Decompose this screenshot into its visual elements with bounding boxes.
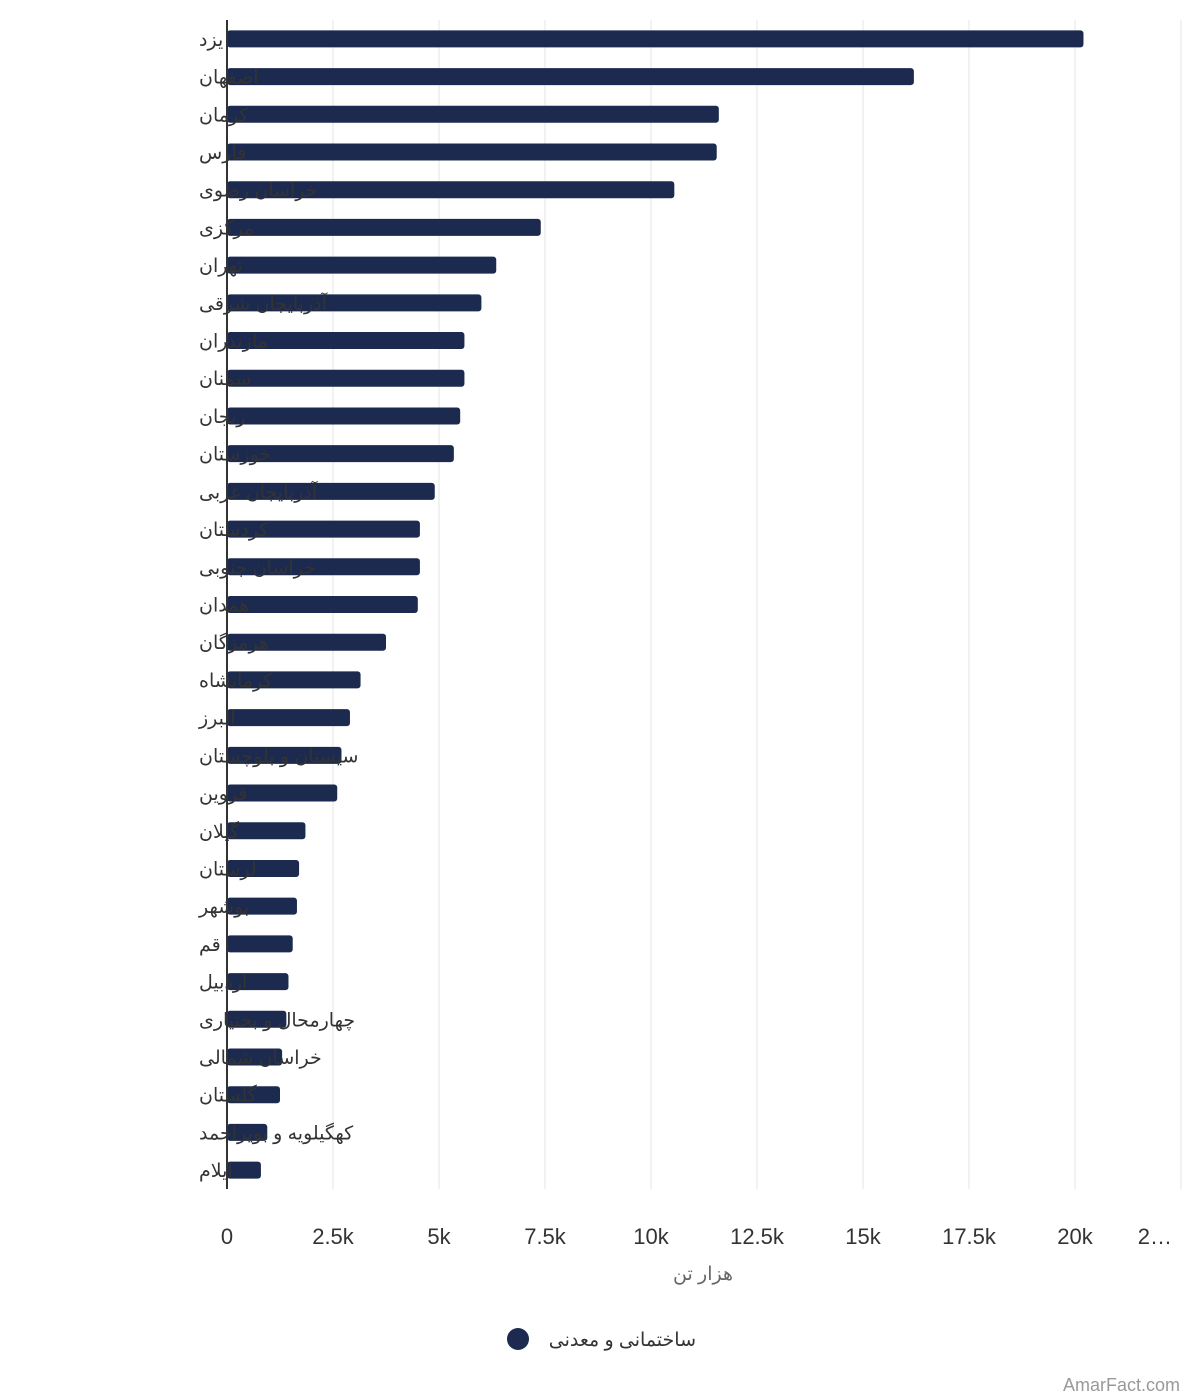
- category-label: همدان: [199, 596, 249, 617]
- category-label: قزوین: [199, 784, 248, 805]
- bar[interactable]: [227, 596, 418, 613]
- category-label: گلستان: [199, 1084, 258, 1107]
- x-tick-labels: 0 2.5k 5k 7.5k 10k 12.5k 15k 17.5k 20k 2…: [221, 1224, 1172, 1249]
- category-label: آذربایجان شرقی: [199, 291, 328, 315]
- category-label: اصفهان: [199, 68, 259, 89]
- category-label: تهران: [199, 256, 243, 277]
- bar[interactable]: [227, 218, 541, 236]
- legend-label: ساختمانی و معدنی: [549, 1330, 696, 1351]
- category-label: البرز: [198, 709, 235, 730]
- bar[interactable]: [227, 407, 461, 425]
- bar[interactable]: [227, 897, 297, 915]
- category-label: قم: [199, 935, 221, 956]
- bar[interactable]: [227, 482, 435, 500]
- bar[interactable]: [227, 822, 306, 840]
- category-label: خراسان شمالی: [199, 1048, 322, 1069]
- bar[interactable]: [227, 369, 465, 387]
- bar[interactable]: [227, 520, 420, 538]
- category-label: سیستان و بلوچستان: [199, 746, 358, 767]
- bar[interactable]: [227, 332, 465, 350]
- bar[interactable]: [227, 30, 1084, 48]
- bar[interactable]: [227, 671, 361, 689]
- category-label: فارس: [199, 143, 246, 164]
- bar[interactable]: [227, 746, 342, 764]
- category-label: کردستان: [199, 520, 269, 541]
- bar[interactable]: [227, 181, 675, 199]
- x-tick-label: 20k: [1057, 1224, 1093, 1249]
- bar[interactable]: [227, 294, 482, 312]
- bar[interactable]: [227, 784, 338, 802]
- category-label: یزد: [199, 30, 223, 51]
- category-label: اردبیل: [199, 973, 247, 994]
- category-label: خراسان رضوی: [199, 181, 317, 202]
- x-tick-label: 2.5k: [312, 1224, 355, 1249]
- x-tick-label: 10k: [633, 1224, 669, 1249]
- category-label: زنجان: [199, 407, 245, 428]
- bar[interactable]: [227, 709, 350, 727]
- x-tick-label: 7.5k: [524, 1224, 567, 1249]
- x-axis-title: هزار تن: [673, 1264, 733, 1285]
- x-tick-label: 0: [221, 1224, 233, 1249]
- bar[interactable]: [227, 445, 454, 463]
- bar[interactable]: [227, 68, 914, 86]
- legend-marker: [507, 1328, 529, 1350]
- category-label: خراسان جنوبی: [199, 558, 316, 579]
- x-tick-label: 2…: [1138, 1224, 1172, 1249]
- category-label: چهارمحال و بختیاری: [199, 1010, 355, 1031]
- bar[interactable]: [227, 633, 386, 651]
- category-label: خوزستان: [199, 445, 271, 466]
- bar[interactable]: [227, 256, 497, 274]
- legend[interactable]: ساختمانی و معدنی: [507, 1328, 696, 1351]
- x-tick-label: 12.5k: [730, 1224, 785, 1249]
- x-tick-label: 15k: [845, 1224, 881, 1249]
- category-label: کرمانشاه: [199, 671, 273, 692]
- category-label: ایلام: [199, 1161, 233, 1182]
- category-label: کرمان: [199, 105, 249, 126]
- bar[interactable]: [227, 558, 420, 576]
- bar[interactable]: [227, 143, 717, 161]
- grid-lines: [332, 20, 1182, 1189]
- bars-group: [227, 30, 1084, 1179]
- category-label: گیلان: [199, 820, 240, 843]
- category-label: کهگیلویه و بویراحمد: [199, 1121, 354, 1144]
- bar[interactable]: [227, 935, 293, 953]
- credit-text[interactable]: AmarFact.com: [1063, 1375, 1180, 1395]
- bar[interactable]: [227, 1086, 280, 1104]
- bar[interactable]: [227, 1010, 287, 1028]
- bar[interactable]: [227, 973, 289, 991]
- x-tick-label: 5k: [427, 1224, 451, 1249]
- x-tick-label: 17.5k: [942, 1224, 997, 1249]
- bar[interactable]: [227, 105, 719, 123]
- category-label: مازندران: [199, 332, 268, 353]
- category-label: سمنان: [199, 369, 251, 390]
- category-label: هرمزگان: [199, 631, 269, 654]
- category-label: بوشهر: [198, 897, 249, 918]
- bar[interactable]: [227, 859, 300, 877]
- bar[interactable]: [227, 1161, 261, 1179]
- bar[interactable]: [227, 1048, 283, 1066]
- category-label: آذربایجان غربی: [199, 479, 318, 503]
- bar[interactable]: [227, 1123, 268, 1141]
